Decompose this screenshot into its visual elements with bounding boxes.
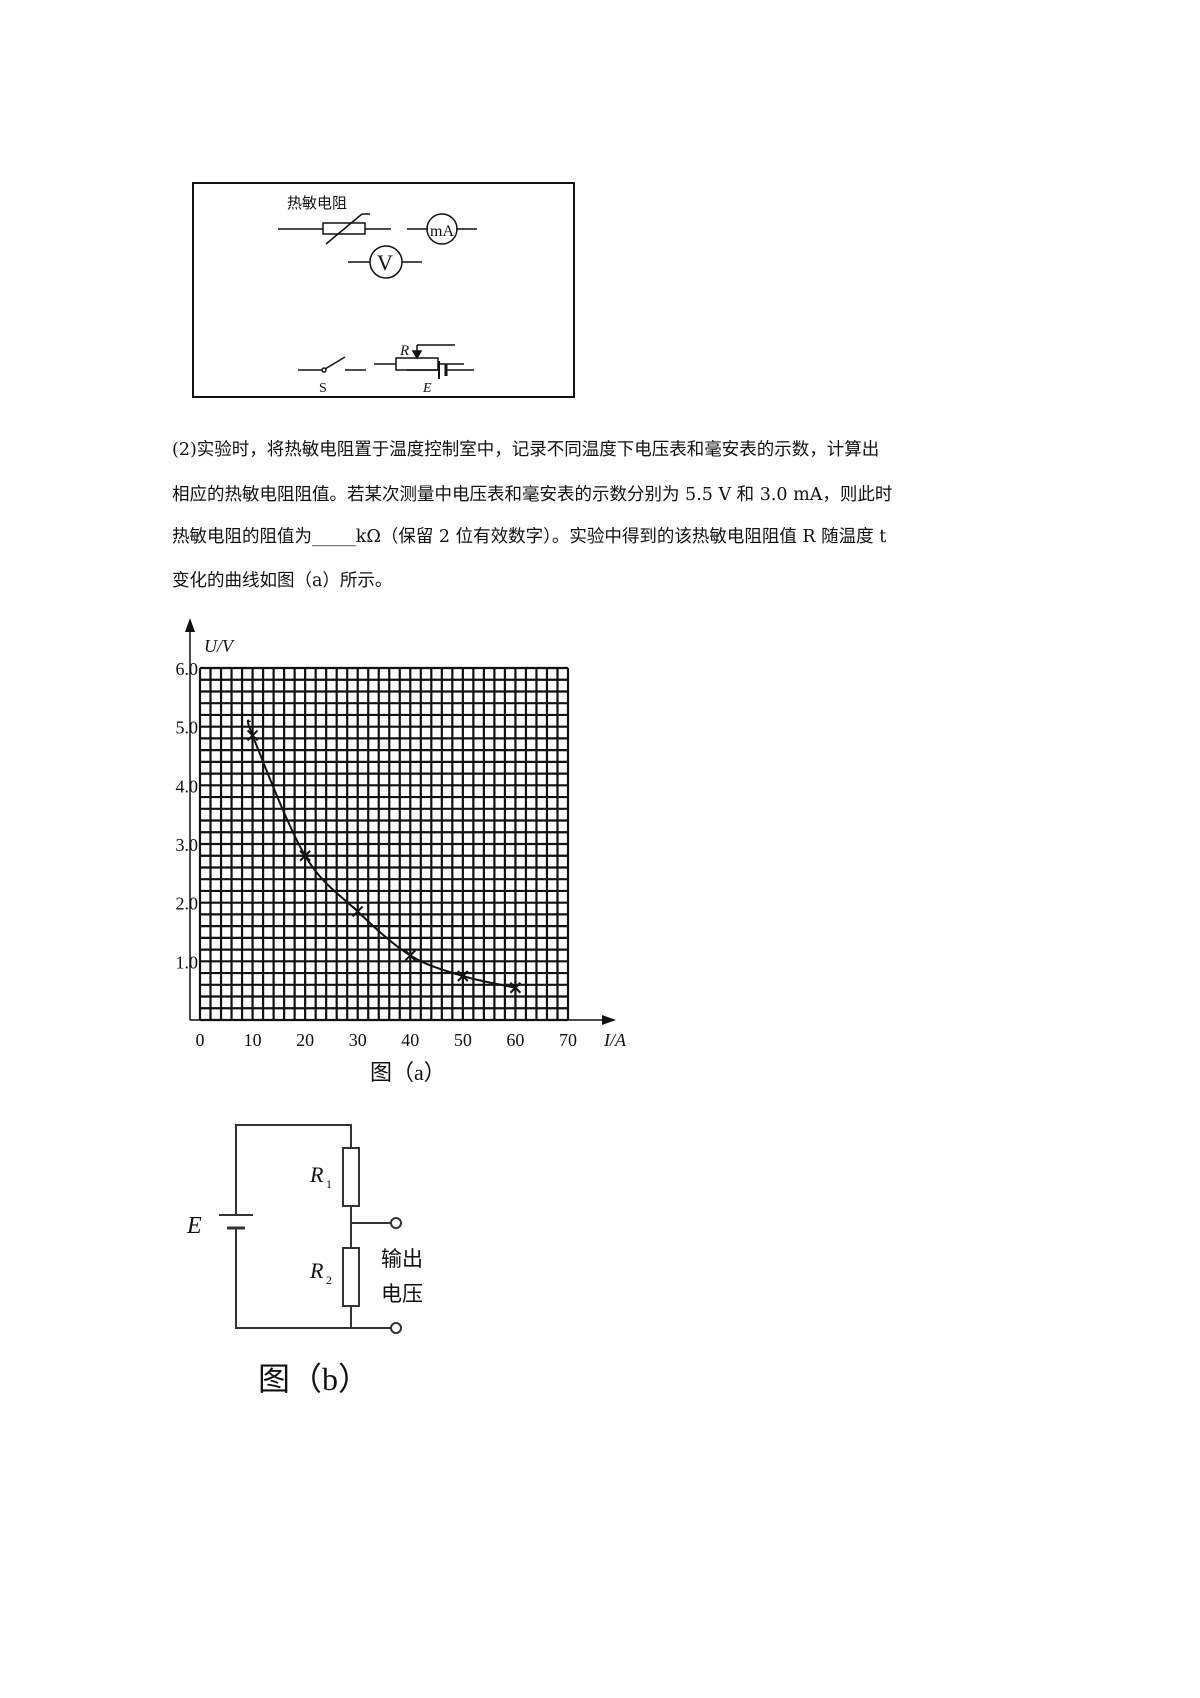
x-tick-label: 50 <box>454 1030 472 1050</box>
x-tick-label: 40 <box>401 1030 419 1050</box>
switch-label: S <box>319 381 327 396</box>
rheostat-label: R <box>399 343 409 359</box>
x-axis-label: I/A <box>603 1030 627 1050</box>
paragraph-line-4: 变化的曲线如图（a）所示。 <box>172 571 393 591</box>
paragraph-line-2: 相应的热敏电阻阻值。若某次测量中电压表和毫安表的示数分别为 5.5 V 和 3.… <box>172 485 893 505</box>
battery-label: E <box>422 381 432 396</box>
rheostat-symbol <box>374 344 464 371</box>
x-tick-label: 70 <box>559 1030 577 1050</box>
chart-a: 0 10 20 30 40 50 60 70 1.0 2.0 3.0 4.0 5.0 6.0 I/A U/V 图… <box>176 618 627 1085</box>
x-tick-label: 10 <box>244 1030 262 1050</box>
r2-subscript: 2 <box>326 1273 332 1287</box>
y-tick-label: 1.0 <box>176 952 199 972</box>
y-axis-arrow <box>185 618 195 632</box>
data-point-marker <box>509 982 522 994</box>
y-tick-label: 4.0 <box>176 776 199 796</box>
y-tick-label: 2.0 <box>176 894 199 914</box>
data-point-marker <box>246 729 259 742</box>
source-label: E <box>186 1213 202 1239</box>
ammeter-symbol <box>407 213 477 245</box>
y-tick-label: 5.0 <box>176 718 199 738</box>
r1-label: R <box>309 1162 324 1187</box>
r2-label: R <box>309 1258 324 1283</box>
x-tick-label: 0 <box>196 1030 205 1050</box>
output-label-1: 输出 <box>381 1247 423 1271</box>
r1-subscript: 1 <box>326 1177 332 1191</box>
battery-symbol <box>407 361 474 379</box>
y-tick-label: 6.0 <box>176 659 199 679</box>
x-axis-arrow <box>602 1015 616 1025</box>
x-tick-label: 20 <box>296 1030 314 1050</box>
x-tick-label: 60 <box>506 1030 524 1050</box>
voltmeter-symbol <box>348 245 422 279</box>
data-point-marker <box>457 970 469 982</box>
ammeter-label: mA <box>430 223 454 240</box>
thermistor-label: 热敏电阻 <box>287 195 347 212</box>
components-box <box>192 182 575 398</box>
series-curve <box>246 719 516 989</box>
paragraph-line-1: (2)实验时，将热敏电阻置于温度控制室中，记录不同温度下电压表和毫安表的示数，计… <box>172 440 880 460</box>
y-tick-label: 3.0 <box>176 835 199 855</box>
output-label-2: 电压 <box>381 1282 423 1306</box>
x-tick-label: 30 <box>349 1030 367 1050</box>
figure-b-caption: 图（b） <box>258 1361 370 1397</box>
voltmeter-label: V <box>377 250 393 275</box>
paragraph-line-3: 热敏电阻的阻值为_____kΩ（保留 2 位有效数字）。实验中得到的该热敏电阻阻… <box>172 527 887 547</box>
switch-symbol <box>298 356 366 373</box>
circuit-b <box>219 1124 402 1334</box>
data-point-marker <box>299 850 311 862</box>
data-point-marker <box>404 949 416 962</box>
data-point-marker <box>352 905 364 918</box>
y-axis-label: U/V <box>204 636 235 656</box>
chart-title: 图（a） <box>370 1060 446 1085</box>
thermistor-symbol <box>278 213 391 245</box>
